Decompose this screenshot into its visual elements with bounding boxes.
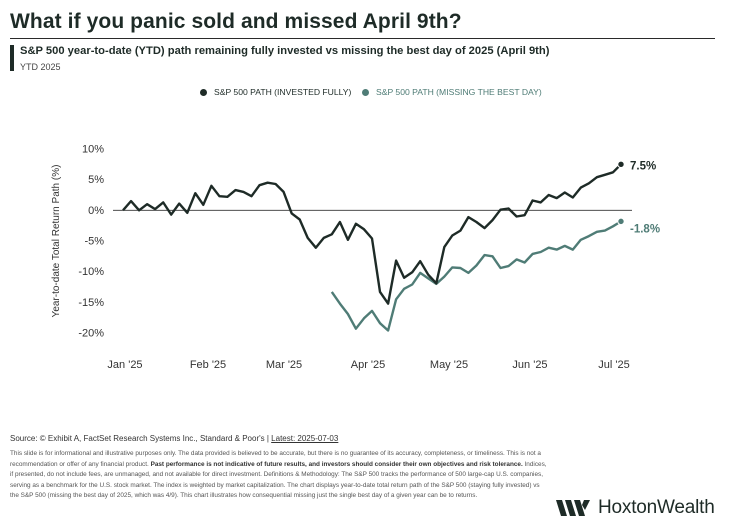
end-label-invested: 7.5% — [630, 160, 656, 172]
disclaimer-part-2: Indices, if presented, do not include fe… — [10, 460, 547, 500]
series-end-marker-invested — [617, 160, 625, 169]
disclaimer-part-1: This slide is for informational and illu… — [10, 450, 541, 468]
x-tick-label: May '25 — [430, 359, 468, 371]
brand-logo: HoxtonWealth — [556, 497, 715, 519]
disclaimer: This slide is for informational and illu… — [10, 449, 550, 502]
x-tick-label: Feb '25 — [190, 359, 226, 371]
y-axis-label: Year-to-date Total Return Path (%) — [51, 165, 62, 318]
y-tick-label: 10% — [82, 144, 104, 156]
legend-label-invested: S&P 500 PATH (INVESTED FULLY) — [214, 87, 352, 97]
y-tick-label: 5% — [88, 174, 104, 186]
series-line-invested — [122, 163, 622, 305]
series-line-missing — [330, 220, 622, 332]
legend-item-missing: S&P 500 PATH (MISSING THE BEST DAY) — [362, 87, 542, 97]
chart-legend: S&P 500 PATH (INVESTED FULLY) S&P 500 PA… — [0, 87, 735, 101]
legend-item-invested: S&P 500 PATH (INVESTED FULLY) — [200, 87, 351, 97]
x-tick-label: Mar '25 — [266, 359, 302, 371]
x-tick-label: Apr '25 — [351, 359, 386, 371]
brand-name: HoxtonWealth — [598, 497, 715, 518]
end-label-missing: -1.8% — [630, 223, 660, 235]
chart-area: 10% 5% 0% -5% -10% -15% -20% Year-to-date Total… — [51, 144, 660, 372]
x-tick-label: Jul '25 — [598, 359, 629, 371]
y-tick-label: -10% — [78, 266, 104, 278]
disclaimer-bold: Past performance is not indicative of fu… — [150, 460, 523, 468]
x-tick-label: Jun '25 — [512, 359, 547, 371]
source-text: Source: © Exhibit A, FactSet Research Sy… — [10, 434, 272, 443]
page-title: What if you panic sold and missed April … — [10, 10, 462, 33]
y-tick-label: -20% — [78, 328, 104, 340]
legend-dot-missing-icon — [362, 88, 369, 96]
series-end-marker-missing — [617, 217, 625, 226]
y-tick-label: 0% — [88, 205, 104, 217]
title-divider — [10, 38, 715, 39]
subtitle-accent-bar — [10, 45, 14, 71]
y-tick-label: -5% — [84, 236, 104, 248]
y-tick-label: -15% — [78, 297, 104, 309]
source-line: Source: © Exhibit A, FactSet Research Sy… — [10, 434, 338, 443]
hw-monogram-icon — [556, 500, 590, 516]
legend-dot-invested-icon — [200, 88, 207, 96]
latest-date-link[interactable]: Latest: 2025-07-03 — [271, 434, 339, 443]
legend-label-missing: S&P 500 PATH (MISSING THE BEST DAY) — [376, 87, 542, 97]
chart-period: YTD 2025 — [20, 62, 61, 72]
x-tick-label: Jan '25 — [107, 359, 142, 371]
chart-subtitle: S&P 500 year-to-date (YTD) path remainin… — [20, 45, 550, 57]
